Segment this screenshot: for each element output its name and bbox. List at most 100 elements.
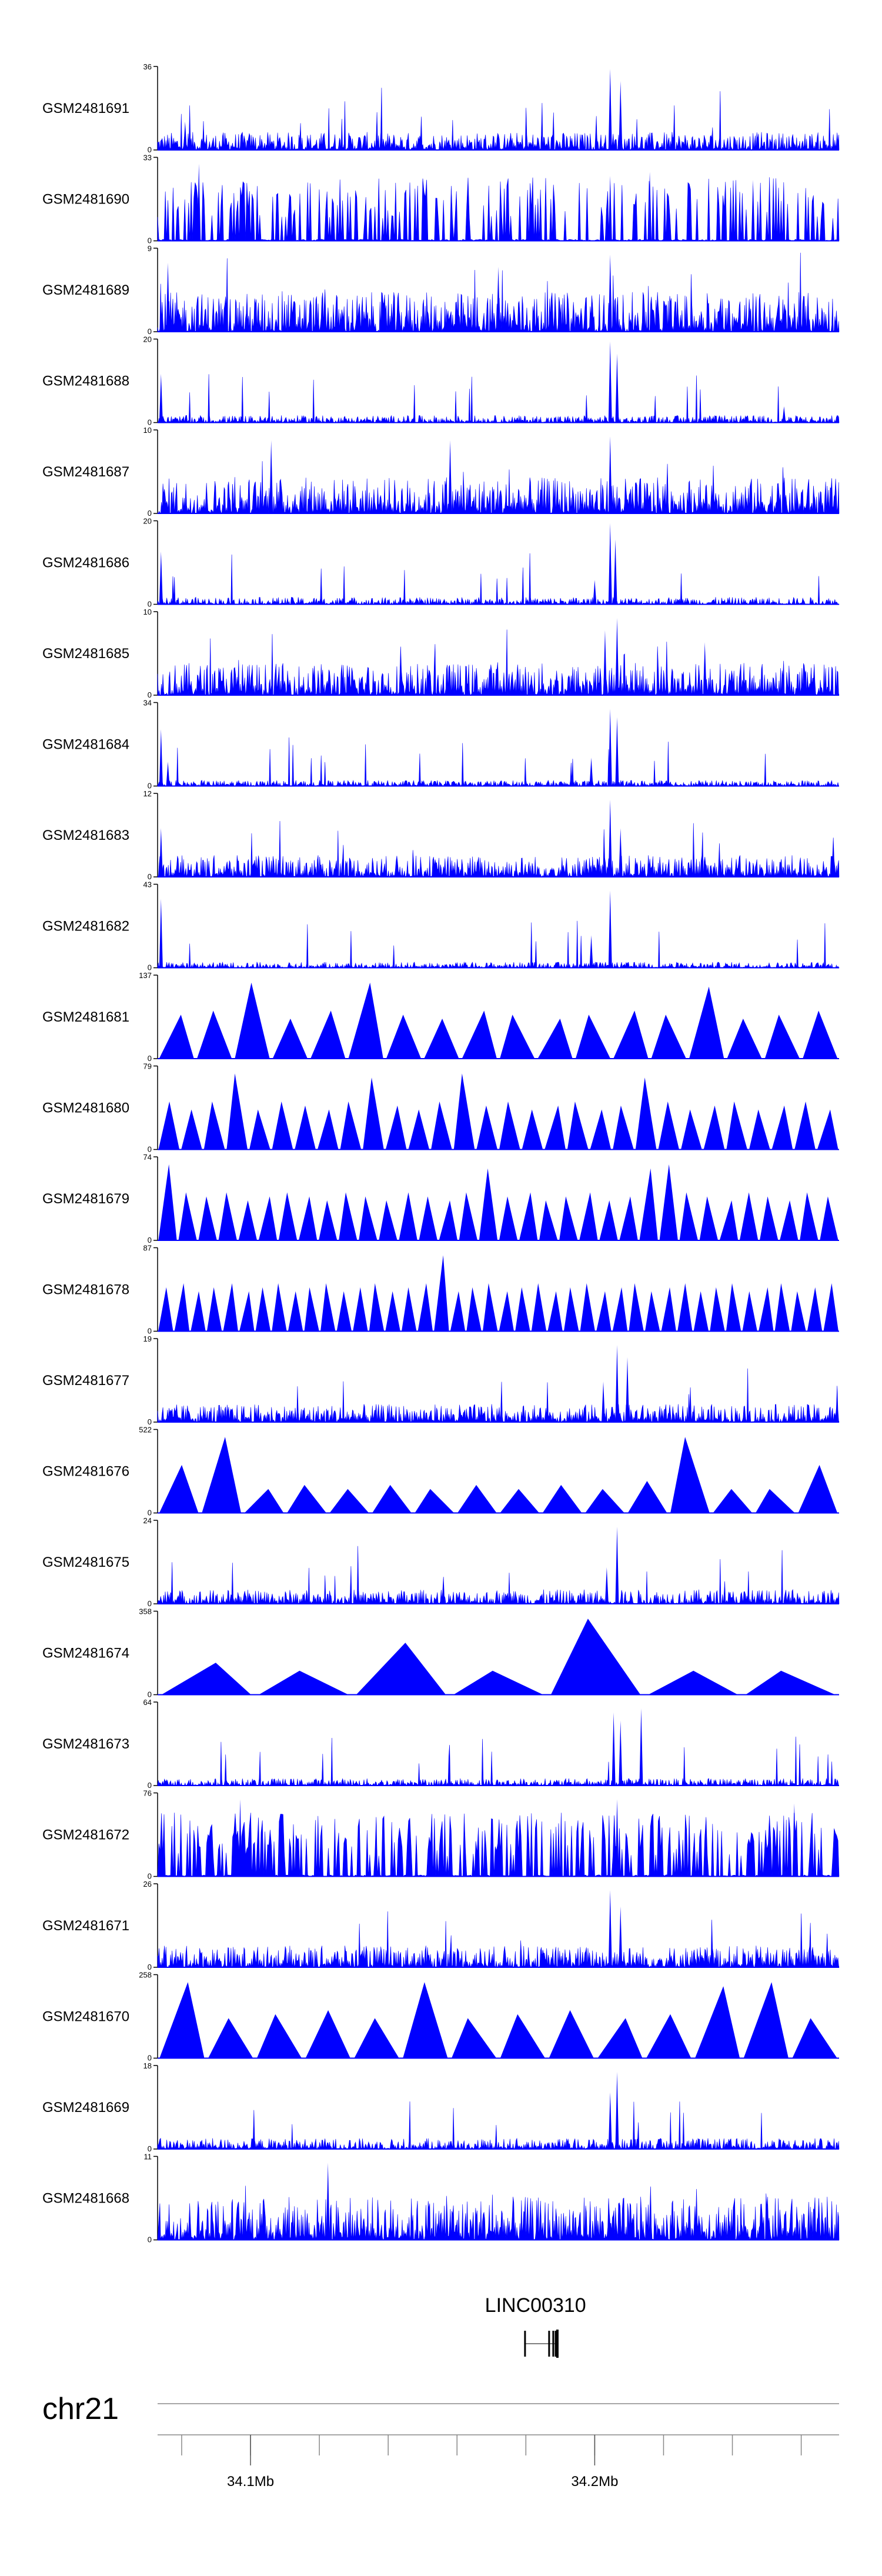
track-label: GSM2481672 <box>42 1827 129 1843</box>
gene-exon <box>556 2330 559 2358</box>
y-max-label: 79 <box>143 1062 152 1071</box>
track: GSM2481681 137 0 <box>42 971 839 1063</box>
signal-peak <box>615 618 619 695</box>
gene-exon <box>554 2331 557 2357</box>
track: GSM2481671 26 0 <box>42 1880 840 1971</box>
signal-peak <box>166 762 170 786</box>
track-label: GSM2481687 <box>42 464 129 480</box>
y-max-label: 64 <box>143 1698 152 1707</box>
signal-peak <box>326 2163 330 2240</box>
y-min-label: 0 <box>148 1690 152 1699</box>
y-min-label: 0 <box>148 1236 152 1244</box>
y-min-label: 0 <box>148 872 152 881</box>
signal-area <box>157 461 840 515</box>
y-min-label: 0 <box>148 2235 152 2244</box>
track-label: GSM2481673 <box>42 1736 129 1752</box>
signal-area <box>157 1911 840 1968</box>
signal-area <box>157 629 840 696</box>
signal-area <box>157 88 840 151</box>
gene-name: LINC00310 <box>485 2294 586 2317</box>
signal-peak <box>608 709 612 786</box>
signal-peak <box>619 1906 623 1967</box>
signal-peak <box>602 1382 606 1422</box>
signal-peak <box>589 758 593 786</box>
y-min-label: 0 <box>148 236 152 245</box>
y-max-label: 24 <box>143 1516 152 1525</box>
y-min-label: 0 <box>148 1417 152 1426</box>
signal-peak <box>589 935 593 968</box>
signal-peak <box>159 899 163 968</box>
signal-peak <box>615 1799 619 1877</box>
y-min-label: 0 <box>148 418 152 427</box>
y-max-label: 19 <box>143 1334 152 1343</box>
track: GSM2481680 79 0 <box>42 1062 839 1154</box>
signal-peak <box>648 172 652 241</box>
signal-area <box>157 177 840 242</box>
track: GSM2481686 20 0 <box>42 517 840 609</box>
gene-exon <box>548 2331 550 2357</box>
track: GSM2481675 24 0 <box>42 1516 840 1608</box>
y-max-label: 36 <box>143 62 152 71</box>
signal-area <box>157 820 840 878</box>
y-max-label: 87 <box>143 1244 152 1253</box>
y-min-label: 0 <box>148 1054 152 1063</box>
track-label: GSM2481675 <box>42 1554 129 1570</box>
signal-peak <box>626 1357 630 1422</box>
track-label: GSM2481680 <box>42 1100 129 1116</box>
track-label: GSM2481674 <box>42 1646 129 1661</box>
y-max-label: 34 <box>143 699 152 708</box>
track: GSM2481682 43 0 <box>42 880 840 972</box>
signal-peak <box>593 580 597 605</box>
signal-peak <box>608 341 612 423</box>
track: GSM2481677 19 0 <box>42 1334 840 1426</box>
signal-peak <box>159 551 163 605</box>
y-max-label: 137 <box>139 971 152 980</box>
gene-exon <box>552 2331 554 2357</box>
y-max-label: 12 <box>143 789 152 798</box>
signal-area <box>157 737 839 787</box>
y-max-label: 76 <box>143 1789 152 1798</box>
track-label: GSM2481684 <box>42 737 129 753</box>
signal-area <box>158 1073 838 1150</box>
track: GSM2481683 12 0 <box>42 789 840 881</box>
signal-area <box>157 1368 840 1423</box>
signal-area <box>157 1813 840 1877</box>
signal-peak <box>238 1799 242 1877</box>
signal-peak <box>197 163 201 241</box>
signal-area <box>157 1546 840 1605</box>
track-label: GSM2481679 <box>42 1191 129 1207</box>
signal-peak <box>159 828 163 877</box>
y-min-label: 0 <box>148 1509 152 1517</box>
signal-peak <box>166 262 170 332</box>
track-label: GSM2481677 <box>42 1373 129 1389</box>
signal-peak <box>615 1526 619 1604</box>
signal-peak <box>608 523 612 605</box>
y-max-label: 10 <box>143 426 152 435</box>
track-label: GSM2481671 <box>42 1918 129 1934</box>
y-max-label: 20 <box>143 335 152 344</box>
track: GSM2481690 33 0 <box>42 154 840 245</box>
track-label: GSM2481669 <box>42 2100 129 2115</box>
y-max-label: 358 <box>139 1607 152 1616</box>
track: GSM2481673 64 0 <box>42 1698 840 1790</box>
track: GSM2481669 18 0 <box>42 2061 840 2153</box>
signal-peak <box>613 539 617 605</box>
track-label: GSM2481686 <box>42 555 129 571</box>
track-label: GSM2481691 <box>42 101 129 116</box>
signal-area <box>159 1437 838 1513</box>
track: GSM2481688 20 0 <box>42 335 840 427</box>
track-label: GSM2481683 <box>42 827 129 843</box>
y-min-label: 0 <box>148 509 152 518</box>
y-min-label: 0 <box>148 1963 152 1971</box>
signal-peak <box>448 440 452 513</box>
track: GSM2481685 10 0 <box>42 608 840 699</box>
y-min-label: 0 <box>148 2144 152 2153</box>
signal-area <box>158 1164 838 1240</box>
signal-peak <box>608 890 612 968</box>
signal-peak <box>496 266 500 332</box>
gene-exon <box>524 2331 526 2357</box>
axis-tick-label: 34.2Mb <box>571 2474 618 2490</box>
y-max-label: 26 <box>143 1880 152 1888</box>
track: GSM2481672 76 0 <box>42 1789 840 1881</box>
signal-peak <box>159 729 163 786</box>
